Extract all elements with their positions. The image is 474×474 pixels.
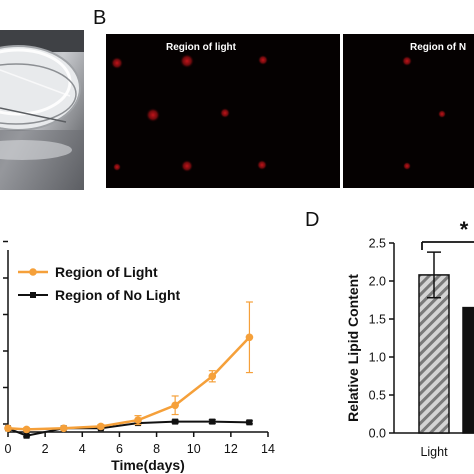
y-tick-label: 2.0 [369, 275, 386, 289]
micrograph-label-no-light: Region of N [410, 42, 466, 53]
bar-n [462, 306, 474, 434]
series-light [4, 301, 254, 434]
data-point [208, 372, 217, 381]
bar-chart-categories: LightN [420, 445, 474, 459]
bar-chart-y-title: Relative Lipid Content [345, 274, 361, 422]
panel-letter-d: D [305, 209, 319, 231]
category-label: Light [420, 445, 448, 459]
panel-a-photo [0, 30, 84, 190]
data-point [59, 424, 68, 433]
significance-annotation: * [421, 217, 474, 250]
data-point [209, 418, 216, 425]
line-chart-legend: Region of Light Region of No Light [18, 264, 181, 303]
data-point [97, 422, 105, 431]
y-tick-label: 0.5 [369, 389, 386, 403]
micrograph-label-light: Region of light [166, 42, 237, 53]
line-chart-series [4, 301, 254, 439]
legend-marker-light [29, 268, 37, 276]
y-tick-label: 1.5 [369, 313, 386, 327]
line-chart-x-ticks: 0 2 4 6 8 10 12 14 [5, 432, 275, 456]
x-tick-label: 12 [224, 442, 238, 456]
significance-star: * [460, 217, 469, 242]
y-tick-label: 1.0 [369, 351, 386, 365]
x-tick-label: 10 [187, 442, 201, 456]
data-point [171, 401, 179, 410]
series-line [7, 336, 251, 431]
legend-label-no-light: Region of No Light [55, 287, 181, 303]
line-chart: 0 2 4 6 8 10 12 14 Time(days) Region of Light R… [3, 240, 275, 473]
bar-chart-y-ticks: 0.0 0.5 1.0 1.5 2.0 2.5 [369, 237, 394, 441]
fluorescent-dots [111, 54, 446, 172]
bar-light [418, 274, 450, 434]
legend-label-light: Region of Light [55, 264, 158, 280]
x-tick-label: 2 [42, 442, 49, 456]
x-tick-label: 4 [79, 442, 86, 456]
panel-letter-b: B [93, 7, 106, 29]
panel-b: B Region of light Region of N [93, 7, 474, 188]
x-tick-label: 6 [116, 442, 123, 456]
legend-marker-no-light [30, 292, 36, 298]
data-point [245, 333, 254, 342]
y-tick-label: 0.0 [369, 427, 386, 441]
bar-chart-bars [418, 251, 474, 434]
data-point [22, 425, 31, 434]
data-point [4, 424, 12, 433]
y-tick-label: 2.5 [369, 237, 386, 251]
line-chart-x-title: Time(days) [111, 457, 185, 473]
series-line [7, 420, 250, 437]
bar-chart: D 0.0 0.5 1.0 1.5 2.0 2.5 Relative Lipid Cont… [305, 209, 474, 459]
data-point [23, 432, 30, 439]
x-tick-label: 0 [5, 442, 12, 456]
x-tick-label: 14 [261, 442, 275, 456]
line-chart-axes [3, 240, 268, 433]
data-point [134, 416, 142, 424]
x-tick-label: 8 [153, 442, 160, 456]
data-point [246, 419, 253, 426]
data-point [172, 418, 179, 425]
